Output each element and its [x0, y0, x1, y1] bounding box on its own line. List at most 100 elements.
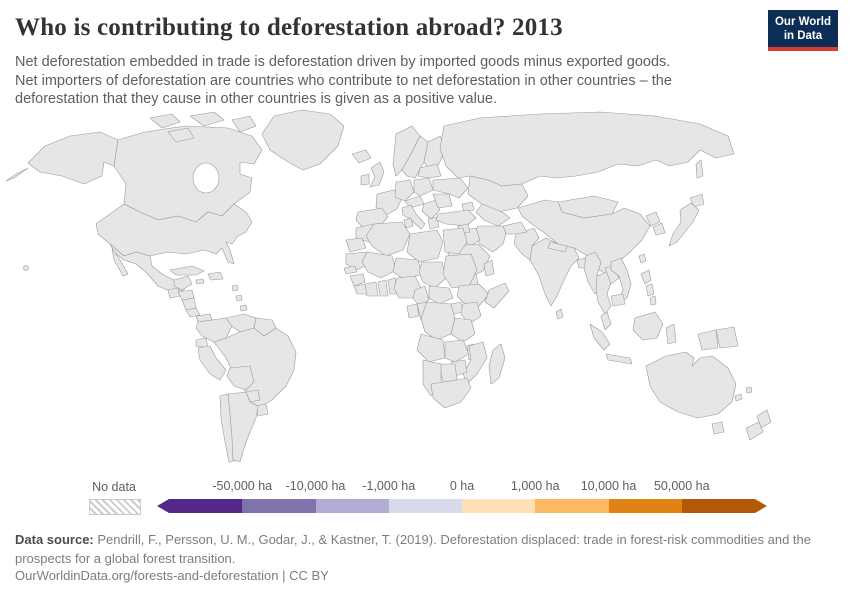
map-country-poland[interactable] [413, 177, 434, 197]
footer-license-link[interactable]: OurWorldinData.org/forests-and-deforesta… [15, 568, 329, 583]
map-country-cambodia[interactable] [610, 293, 626, 307]
map-country-jamaica[interactable] [195, 278, 205, 285]
map-country-baltics-belarus[interactable] [417, 163, 442, 179]
map-country-west-papua[interactable] [697, 329, 719, 351]
map-country-mozambique[interactable] [462, 341, 488, 385]
map-country-antilles-3[interactable] [239, 304, 248, 312]
legend-bin-3[interactable] [315, 499, 389, 513]
map-country-philippines-2[interactable] [645, 283, 655, 297]
map-country-fiji[interactable] [745, 386, 753, 394]
map-country-balkans[interactable] [421, 199, 441, 220]
map-country-japan[interactable] [668, 202, 700, 247]
map-country-turkey[interactable] [435, 209, 477, 227]
legend-no-data-swatch[interactable] [89, 499, 141, 515]
map-country-peru[interactable] [197, 345, 227, 381]
map-country-north-korea[interactable] [645, 211, 661, 227]
map-country-somalia[interactable] [484, 282, 510, 309]
legend-bin-8[interactable] [681, 499, 755, 513]
map-country-laos[interactable] [604, 265, 620, 285]
map-country-alaska-us[interactable] [27, 131, 119, 185]
map-country-iceland[interactable] [351, 149, 372, 164]
legend-bin-5[interactable] [462, 499, 536, 513]
map-country-greenland[interactable] [261, 109, 345, 171]
map-country-ireland[interactable] [360, 173, 370, 186]
map-country-malaysia-peninsula[interactable] [600, 311, 612, 331]
map-country-antilles-1[interactable] [231, 284, 239, 292]
map-country-romania[interactable] [432, 193, 453, 209]
map-country-italy[interactable] [401, 204, 426, 230]
map-country-angola[interactable] [416, 333, 446, 363]
map-country-cote-divoire[interactable] [364, 281, 379, 297]
map-country-sumatra[interactable] [589, 323, 611, 351]
map-country-canada-arctic-4[interactable] [231, 115, 257, 133]
map-country-libya[interactable] [406, 229, 444, 263]
map-country-gabon[interactable] [406, 303, 420, 319]
map-country-uruguay[interactable] [255, 403, 269, 417]
map-country-cuba[interactable] [169, 265, 205, 276]
map-country-egypt[interactable] [442, 227, 468, 255]
map-country-borneo[interactable] [632, 311, 664, 341]
map-country-pakistan[interactable] [513, 227, 540, 261]
map-country-bolivia[interactable] [226, 365, 255, 391]
map-country-drc[interactable] [420, 301, 456, 341]
map-country-new-caledonia[interactable] [734, 393, 743, 402]
owid-logo[interactable]: Our World in Data [767, 10, 838, 51]
map-country-nepal[interactable] [547, 241, 568, 253]
map-country-tunisia[interactable] [403, 217, 414, 229]
legend-bin-2[interactable] [242, 499, 316, 513]
map-country-canada-arctic-1[interactable] [149, 113, 181, 129]
map-country-oman[interactable] [483, 259, 495, 277]
map-country-mexico-yucatan[interactable] [173, 275, 193, 291]
map-country-tasmania[interactable] [711, 421, 725, 435]
map-country-new-zealand-south[interactable] [745, 421, 764, 441]
map-country-tanzania[interactable] [450, 317, 476, 343]
map-country-japan-hokkaido[interactable] [689, 193, 705, 208]
map-country-madagascar[interactable] [488, 343, 506, 385]
map-country-canada-arctic-3[interactable] [167, 127, 195, 143]
map-country-canada-arctic-2[interactable] [189, 111, 225, 127]
map-country-hispaniola[interactable] [207, 271, 224, 281]
map-country-kazakhstan[interactable] [467, 175, 529, 213]
map-country-ghana[interactable] [377, 279, 389, 297]
map-country-ukraine[interactable] [432, 177, 469, 199]
map-country-kenya[interactable] [460, 301, 482, 325]
map-country-mali[interactable] [361, 251, 397, 279]
map-country-java[interactable] [605, 353, 633, 365]
map-country-russia[interactable] [439, 111, 735, 187]
map-country-hawaii-us[interactable] [23, 265, 29, 271]
map-country-antilles-2[interactable] [235, 294, 243, 302]
legend-color-bar [157, 499, 767, 513]
map-country-botswana[interactable] [438, 363, 458, 383]
map-country-philippines-1[interactable] [640, 269, 652, 285]
map-country-australia[interactable] [645, 351, 737, 419]
map-country-papua-new-guinea[interactable] [715, 326, 739, 349]
map-country-aleutians-us[interactable] [5, 167, 29, 182]
map-country-guinea[interactable] [349, 273, 366, 287]
map-country-taiwan[interactable] [638, 253, 647, 264]
map-country-ethiopia[interactable] [456, 283, 490, 307]
map-country-western-sahara[interactable] [345, 237, 367, 253]
map-country-mexico-baja[interactable] [111, 247, 129, 277]
map-country-germany[interactable] [394, 179, 415, 202]
map-country-afghanistan[interactable] [502, 221, 528, 235]
map-country-united-kingdom[interactable] [369, 161, 385, 188]
map-country-costa-rica[interactable] [185, 307, 201, 318]
map-country-philippines-3[interactable] [649, 295, 657, 306]
map-country-south-africa[interactable] [430, 377, 472, 409]
map-country-central-african-republic[interactable] [428, 285, 454, 305]
map-country-argentina[interactable] [227, 391, 259, 463]
map-country-chad[interactable] [418, 261, 447, 289]
map-country-sakhalin-russia[interactable] [695, 159, 704, 179]
legend-bin-7[interactable] [608, 499, 682, 513]
legend-bin-4[interactable] [388, 499, 462, 513]
map-country-caucasus[interactable] [461, 201, 475, 213]
map-country-sri-lanka[interactable] [555, 308, 564, 320]
map-country-sulawesi[interactable] [665, 323, 677, 345]
map-country-algeria[interactable] [365, 221, 411, 257]
map-country-china[interactable] [517, 199, 651, 275]
legend-bin-1[interactable] [169, 499, 243, 513]
map-country-zambia[interactable] [444, 339, 470, 363]
legend-bin-6[interactable] [535, 499, 609, 513]
map-country-south-korea[interactable] [652, 222, 666, 236]
map-country-senegal[interactable] [343, 265, 358, 275]
